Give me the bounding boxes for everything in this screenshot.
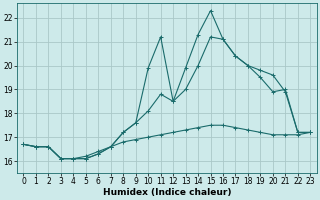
X-axis label: Humidex (Indice chaleur): Humidex (Indice chaleur): [103, 188, 231, 197]
